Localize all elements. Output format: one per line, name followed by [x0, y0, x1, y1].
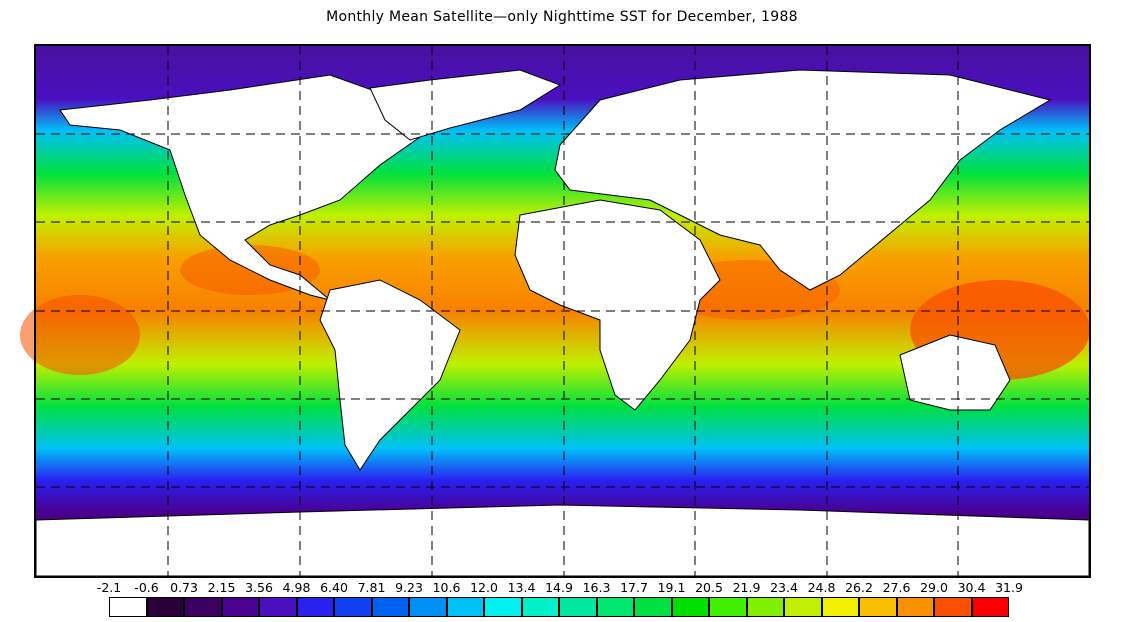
colorbar-swatch [409, 597, 447, 617]
colorbar-tick-label: 20.5 [695, 580, 723, 595]
colorbar-swatch [446, 597, 484, 617]
colorbar-swatch [971, 597, 1009, 617]
colorbar-swatch [934, 597, 972, 617]
colorbar-swatch [784, 597, 822, 617]
colorbar-tick-label: 29.0 [920, 580, 948, 595]
colorbar-tick-label: 7.81 [357, 580, 386, 595]
colorbar-swatch [596, 597, 634, 617]
map-frame [34, 44, 1091, 578]
colorbar-tick-label: 24.8 [807, 580, 836, 595]
sst-map [20, 44, 1091, 578]
colorbar-tick-label: 4.98 [282, 580, 311, 595]
landmass-south-america [319, 279, 461, 471]
colorbar-tick-label: 6.40 [320, 580, 348, 595]
colorbar-tick-label: 12.0 [470, 580, 498, 595]
colorbar-swatch [746, 597, 784, 617]
colorbar-swatch [184, 597, 222, 617]
colorbar-tick-label: 16.3 [582, 580, 611, 595]
colorbar-tick-label: 21.9 [732, 580, 761, 595]
colorbar-swatch [821, 597, 859, 617]
map-title: Monthly Mean Satellite—only Nighttime SS… [326, 9, 798, 25]
colorbar-tick-label: -0.6 [134, 580, 159, 595]
landmass-eurasia [554, 69, 1052, 291]
colorbar-tick-label: 9.23 [395, 580, 423, 595]
colorbar-swatch [259, 597, 297, 617]
landmass-greenland [369, 69, 562, 141]
colorbar-tick-label: 31.9 [995, 580, 1023, 595]
colorbar-swatch [371, 597, 409, 617]
colorbar-swatch [859, 597, 897, 617]
colorbar-tick-label: 17.7 [620, 580, 648, 595]
colorbar-tick-label: 23.4 [770, 580, 798, 595]
colorbar-swatch [296, 597, 334, 617]
colorbar-tick-label: 3.56 [245, 580, 273, 595]
colorbar-swatch [634, 597, 672, 617]
colorbar-tick-label: 14.9 [545, 580, 573, 595]
colorbar-tick-label: 26.2 [845, 580, 873, 595]
colorbar-swatch [484, 597, 522, 617]
colorbar-swatch [671, 597, 709, 617]
colorbar-tick-label: 2.15 [207, 580, 236, 595]
colorbar-tick-label: 10.6 [432, 580, 461, 595]
graticule [36, 46, 1089, 576]
colorbar-tick-label: 13.4 [507, 580, 536, 595]
colorbar-tick-label: 0.73 [170, 580, 198, 595]
colorbar-swatch [334, 597, 372, 617]
landmass-antarctica [35, 504, 1090, 577]
land-masses [35, 69, 1090, 577]
colorbar [109, 597, 1009, 617]
colorbar-swatch [559, 597, 597, 617]
colorbar-swatch [896, 597, 934, 617]
colorbar-tick-label: 19.1 [657, 580, 686, 595]
colorbar-swatch [221, 597, 259, 617]
colorbar-swatch [709, 597, 747, 617]
colorbar-swatch [109, 597, 147, 617]
colorbar-tick-label: -2.1 [96, 580, 122, 595]
colorbar-tick-label: 30.4 [957, 580, 986, 595]
landmass-africa [514, 199, 721, 411]
colorbar-tick-label: 27.6 [882, 580, 911, 595]
colorbar-swatch [146, 597, 184, 617]
colorbar-swatch [521, 597, 559, 617]
